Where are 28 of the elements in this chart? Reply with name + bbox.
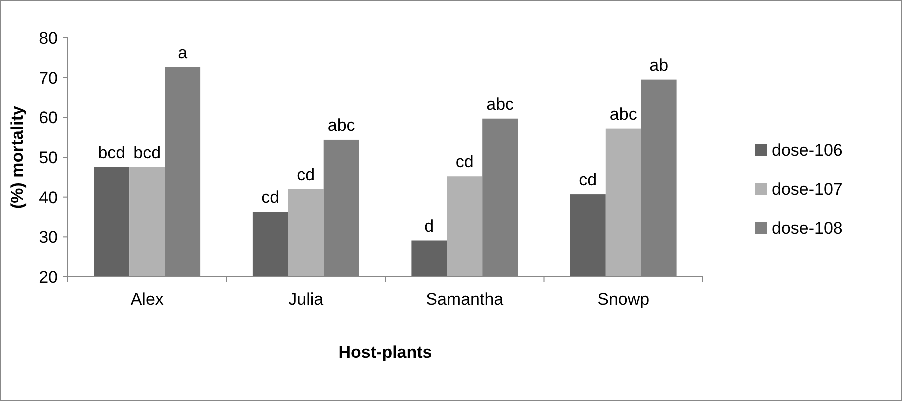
y-tick-label: 70: [39, 68, 58, 88]
data-label: abc: [610, 104, 638, 124]
y-tick-label: 60: [39, 108, 58, 128]
x-tick-label: Samantha: [426, 290, 504, 309]
x-tick-label: Julia: [288, 290, 324, 309]
data-label: abc: [486, 94, 515, 114]
data-label: bcd: [134, 143, 162, 162]
legend-label: dose-106: [772, 140, 843, 160]
legend-label: dose-107: [772, 180, 843, 199]
data-label: bcd: [98, 143, 126, 162]
x-tick-label: Alex: [130, 290, 164, 309]
y-tick-label: 30: [39, 228, 58, 248]
data-label: cd: [262, 188, 280, 208]
data-label: cd: [579, 170, 598, 190]
data-label: ab: [650, 56, 669, 75]
data-label: d: [424, 216, 434, 236]
data-label: a: [178, 43, 188, 62]
x-tick-label: Snowp: [598, 290, 650, 309]
y-tick-label: 40: [39, 188, 58, 208]
y-axis-title: (%) mortality: [8, 105, 27, 209]
y-tick-label: 20: [39, 268, 58, 287]
data-label: cd: [297, 165, 316, 184]
x-axis-title: Host-plants: [338, 343, 432, 362]
y-tick-label: 80: [39, 28, 58, 48]
data-label: cd: [456, 152, 474, 172]
legend-label: dose-108: [772, 218, 843, 238]
data-label: abc: [328, 116, 356, 135]
y-tick-label: 50: [39, 148, 58, 168]
